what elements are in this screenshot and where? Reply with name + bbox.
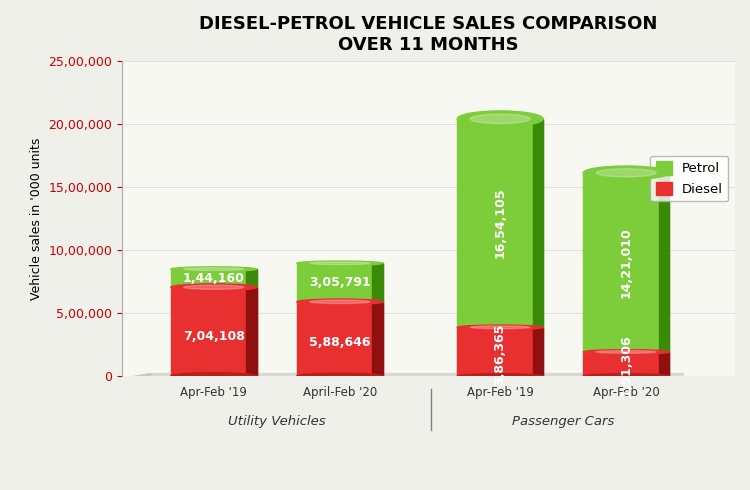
Ellipse shape <box>297 299 382 305</box>
Ellipse shape <box>470 114 530 123</box>
Bar <box>171 269 256 287</box>
Text: 7,04,108: 7,04,108 <box>183 330 244 343</box>
Text: 1,91,306: 1,91,306 <box>620 334 633 396</box>
Polygon shape <box>122 373 151 389</box>
Bar <box>297 302 382 376</box>
Ellipse shape <box>584 166 669 180</box>
Text: 3,86,365: 3,86,365 <box>494 323 507 385</box>
Ellipse shape <box>470 326 530 329</box>
Ellipse shape <box>310 262 370 265</box>
Ellipse shape <box>584 374 669 378</box>
Bar <box>532 119 543 327</box>
Ellipse shape <box>184 268 244 270</box>
Legend: Petrol, Diesel: Petrol, Diesel <box>650 156 728 201</box>
Bar <box>171 287 256 376</box>
Ellipse shape <box>171 372 256 379</box>
Bar <box>532 327 543 376</box>
Ellipse shape <box>297 373 382 379</box>
Text: 16,54,105: 16,54,105 <box>494 188 507 258</box>
Ellipse shape <box>184 285 244 289</box>
Ellipse shape <box>171 267 256 271</box>
Ellipse shape <box>297 261 382 266</box>
Y-axis label: Vehicle sales in '000 units: Vehicle sales in '000 units <box>30 137 43 300</box>
Ellipse shape <box>584 350 669 354</box>
Ellipse shape <box>596 350 656 353</box>
Text: Utility Vehicles: Utility Vehicles <box>228 415 326 428</box>
Bar <box>373 302 382 376</box>
Text: 1,44,160: 1,44,160 <box>183 271 244 285</box>
Title: DIESEL-PETROL VEHICLE SALES COMPARISON
OVER 11 MONTHS: DIESEL-PETROL VEHICLE SALES COMPARISON O… <box>200 15 658 54</box>
Text: Passenger Cars: Passenger Cars <box>512 415 614 428</box>
Ellipse shape <box>171 284 256 291</box>
Bar <box>584 352 669 376</box>
Text: 3,05,791: 3,05,791 <box>309 276 370 289</box>
Ellipse shape <box>458 111 543 127</box>
Ellipse shape <box>458 374 543 378</box>
Bar <box>658 352 669 376</box>
Bar <box>247 287 256 376</box>
Text: 5,88,646: 5,88,646 <box>309 336 370 349</box>
Bar <box>151 373 683 384</box>
Bar <box>373 263 382 302</box>
Bar <box>297 263 382 302</box>
Bar <box>458 327 543 376</box>
Ellipse shape <box>596 169 656 177</box>
Bar <box>658 173 669 352</box>
Text: 14,21,010: 14,21,010 <box>620 227 633 298</box>
Bar <box>458 119 543 327</box>
Ellipse shape <box>458 325 543 330</box>
Bar <box>584 173 669 352</box>
Bar <box>247 269 256 287</box>
Ellipse shape <box>310 300 370 303</box>
